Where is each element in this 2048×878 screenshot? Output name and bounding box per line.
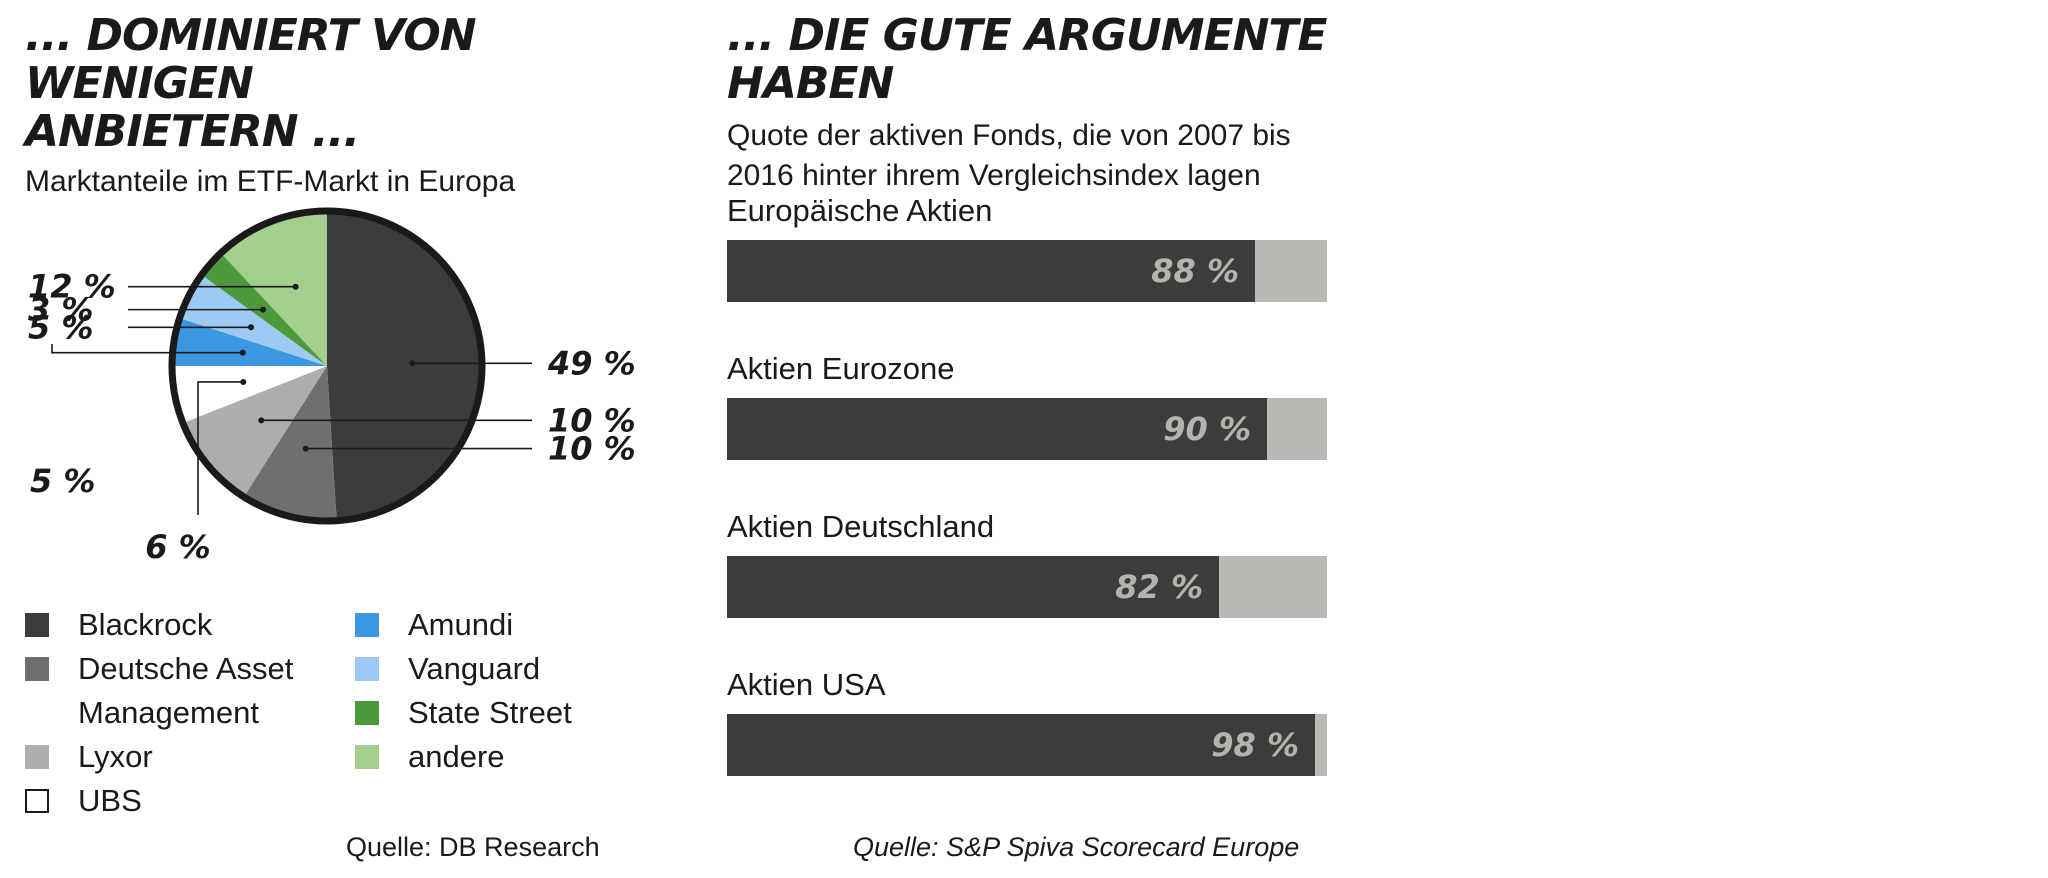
pie-slice-lyxor — [182, 366, 327, 497]
bar-value-label: 88 % — [1151, 252, 1239, 290]
pie-slices — [168, 207, 486, 525]
legend-label: Lyxor — [78, 739, 153, 774]
left-panel: ... DOMINIERT VON WENIGEN ANBIETERN ... … — [25, 12, 705, 202]
bar-value-label: 98 % — [1211, 726, 1299, 764]
bar-source: Quelle: S&P Spiva Scorecard Europe — [853, 832, 1300, 862]
legend-swatch — [355, 701, 379, 725]
pie-slice-amundi — [172, 318, 327, 366]
legend-label: Deutsche Asset — [78, 651, 294, 686]
legend-label: andere — [408, 739, 505, 774]
bar-category-label: Aktien Eurozone — [727, 351, 955, 386]
legend-swatch — [25, 789, 49, 813]
pie-value-labels: 49 %10 %10 %6 %5 %5 %3 %12 % — [28, 268, 636, 566]
legend-swatch — [355, 613, 379, 637]
legend-label: State Street — [408, 695, 572, 730]
bar-fill: 90 % — [727, 398, 1267, 460]
pie-label-ubs: 6 % — [145, 528, 210, 566]
right-panel: ... DIE GUTE ARGUMENTE HABEN Quote der a… — [727, 12, 1367, 196]
pie-label-deutsche-asset-management: 10 % — [548, 430, 636, 468]
pie-label-amundi: 5 % — [30, 462, 95, 500]
pie-leader-line-amundi — [51, 344, 243, 354]
bar-fill: 82 % — [727, 556, 1219, 618]
bar-chart-subtitle-line1: Quote der aktiven Fonds, die von 2007 bi… — [727, 119, 1291, 152]
pie-leader-dot-amundi — [239, 349, 246, 356]
pie-leader-dot-deutsche-asset-management — [302, 445, 309, 452]
legend-swatch — [355, 745, 379, 769]
legend-swatch — [25, 657, 49, 681]
pie-chart-title-line1: ... DOMINIERT VON WENIGEN — [25, 10, 477, 109]
pie-slice-andere — [220, 211, 327, 366]
pie-legend: Blackrock Deutsche Asset Management Lyxor UB… — [25, 605, 665, 825]
pie-label-state-street: 3 % — [28, 291, 93, 329]
bar-track: 90 % — [727, 398, 1327, 460]
pie-source: Quelle: DB Research — [346, 832, 600, 862]
bar-track: 82 % — [727, 556, 1327, 618]
pie-leader-dot-vanguard — [248, 324, 255, 331]
pie-chart-title-line2: ANBIETERN ... — [25, 106, 360, 157]
pie-leader-dot-state-street — [260, 306, 267, 313]
pie-slice-vanguard — [179, 274, 327, 366]
pie-leader-lines — [51, 283, 532, 515]
bar-category-label: Europäische Aktien — [727, 193, 993, 228]
pie-slice-blackrock — [327, 211, 482, 521]
legend-swatch — [25, 613, 49, 637]
legend-label: Amundi — [408, 607, 514, 642]
bar-category-label: Aktien USA — [727, 667, 886, 702]
legend-label: Blackrock — [78, 607, 213, 642]
pie-leader-dot-andere — [292, 283, 299, 290]
pie-label-blackrock: 49 % — [547, 344, 636, 382]
pie-slice-ubs — [172, 366, 327, 424]
bar-track: 98 % — [727, 714, 1327, 776]
pie-label-andere: 12 % — [28, 268, 116, 306]
legend-swatch — [355, 657, 379, 681]
bar-track: 88 % — [727, 240, 1327, 302]
bar-value-label: 82 % — [1115, 568, 1203, 606]
legend-label: Vanguard — [408, 651, 541, 686]
pie-leader-dot-blackrock — [409, 360, 416, 367]
bar-chart-title: ... DIE GUTE ARGUMENTE HABEN — [727, 10, 1327, 109]
legend-swatch — [25, 745, 49, 769]
pie-chart-subtitle: Marktanteile im ETF-Markt in Europa — [25, 165, 516, 198]
pie-chart: 49 %10 %10 %6 %5 %5 %3 %12 % — [28, 207, 636, 566]
bar-fill: 98 % — [727, 714, 1315, 776]
bar-fill: 88 % — [727, 240, 1255, 302]
pie-leader-dot-lyxor — [258, 417, 265, 424]
pie-slice-deutsche-asset-management — [243, 366, 337, 521]
bar-chart-subtitle-line2: 2016 hinter ihrem Vergleichsindex lagen — [727, 159, 1261, 192]
pie-leader-line-ubs — [197, 381, 244, 515]
pie-label-vanguard: 5 % — [28, 308, 93, 346]
bar-category-label: Aktien Deutschland — [727, 509, 995, 544]
pie-label-lyxor: 10 % — [548, 401, 636, 439]
bar-value-label: 90 % — [1163, 410, 1251, 448]
legend-label-line2: Management — [78, 695, 259, 730]
legend-label: UBS — [78, 783, 142, 818]
pie-outline — [168, 207, 486, 525]
pie-leader-dot-ubs — [240, 378, 247, 385]
